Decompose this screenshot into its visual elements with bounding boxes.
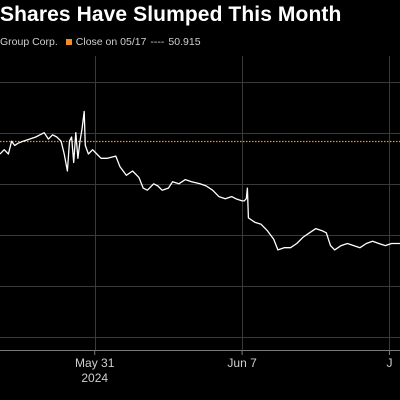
series-layer <box>0 110 400 251</box>
chart-title: Shares Have Slumped This Month <box>0 3 342 26</box>
gridlines <box>0 82 400 338</box>
series-line-0 <box>0 110 400 251</box>
x-axis-year-label: 2024 <box>81 371 108 385</box>
x-tick-label-1: Jun 7 <box>227 356 257 370</box>
legend-reference-dashes: ---- <box>150 36 165 48</box>
chart-legend: Group Corp. Close on 05/17 ---- 50.915 <box>0 36 201 48</box>
x-tick-label-2: J <box>386 356 392 370</box>
legend-reference-label: Close on 05/17 <box>75 36 147 48</box>
vertical-gridlines <box>95 56 390 350</box>
legend-series-label: Group Corp. <box>0 36 58 48</box>
x-axis: May 31 Jun 7 J 2024 <box>0 350 400 385</box>
x-tick-label-0: May 31 <box>75 356 115 370</box>
legend-reference-value: 50.915 <box>168 36 201 48</box>
legend-reference-swatch <box>65 39 72 45</box>
